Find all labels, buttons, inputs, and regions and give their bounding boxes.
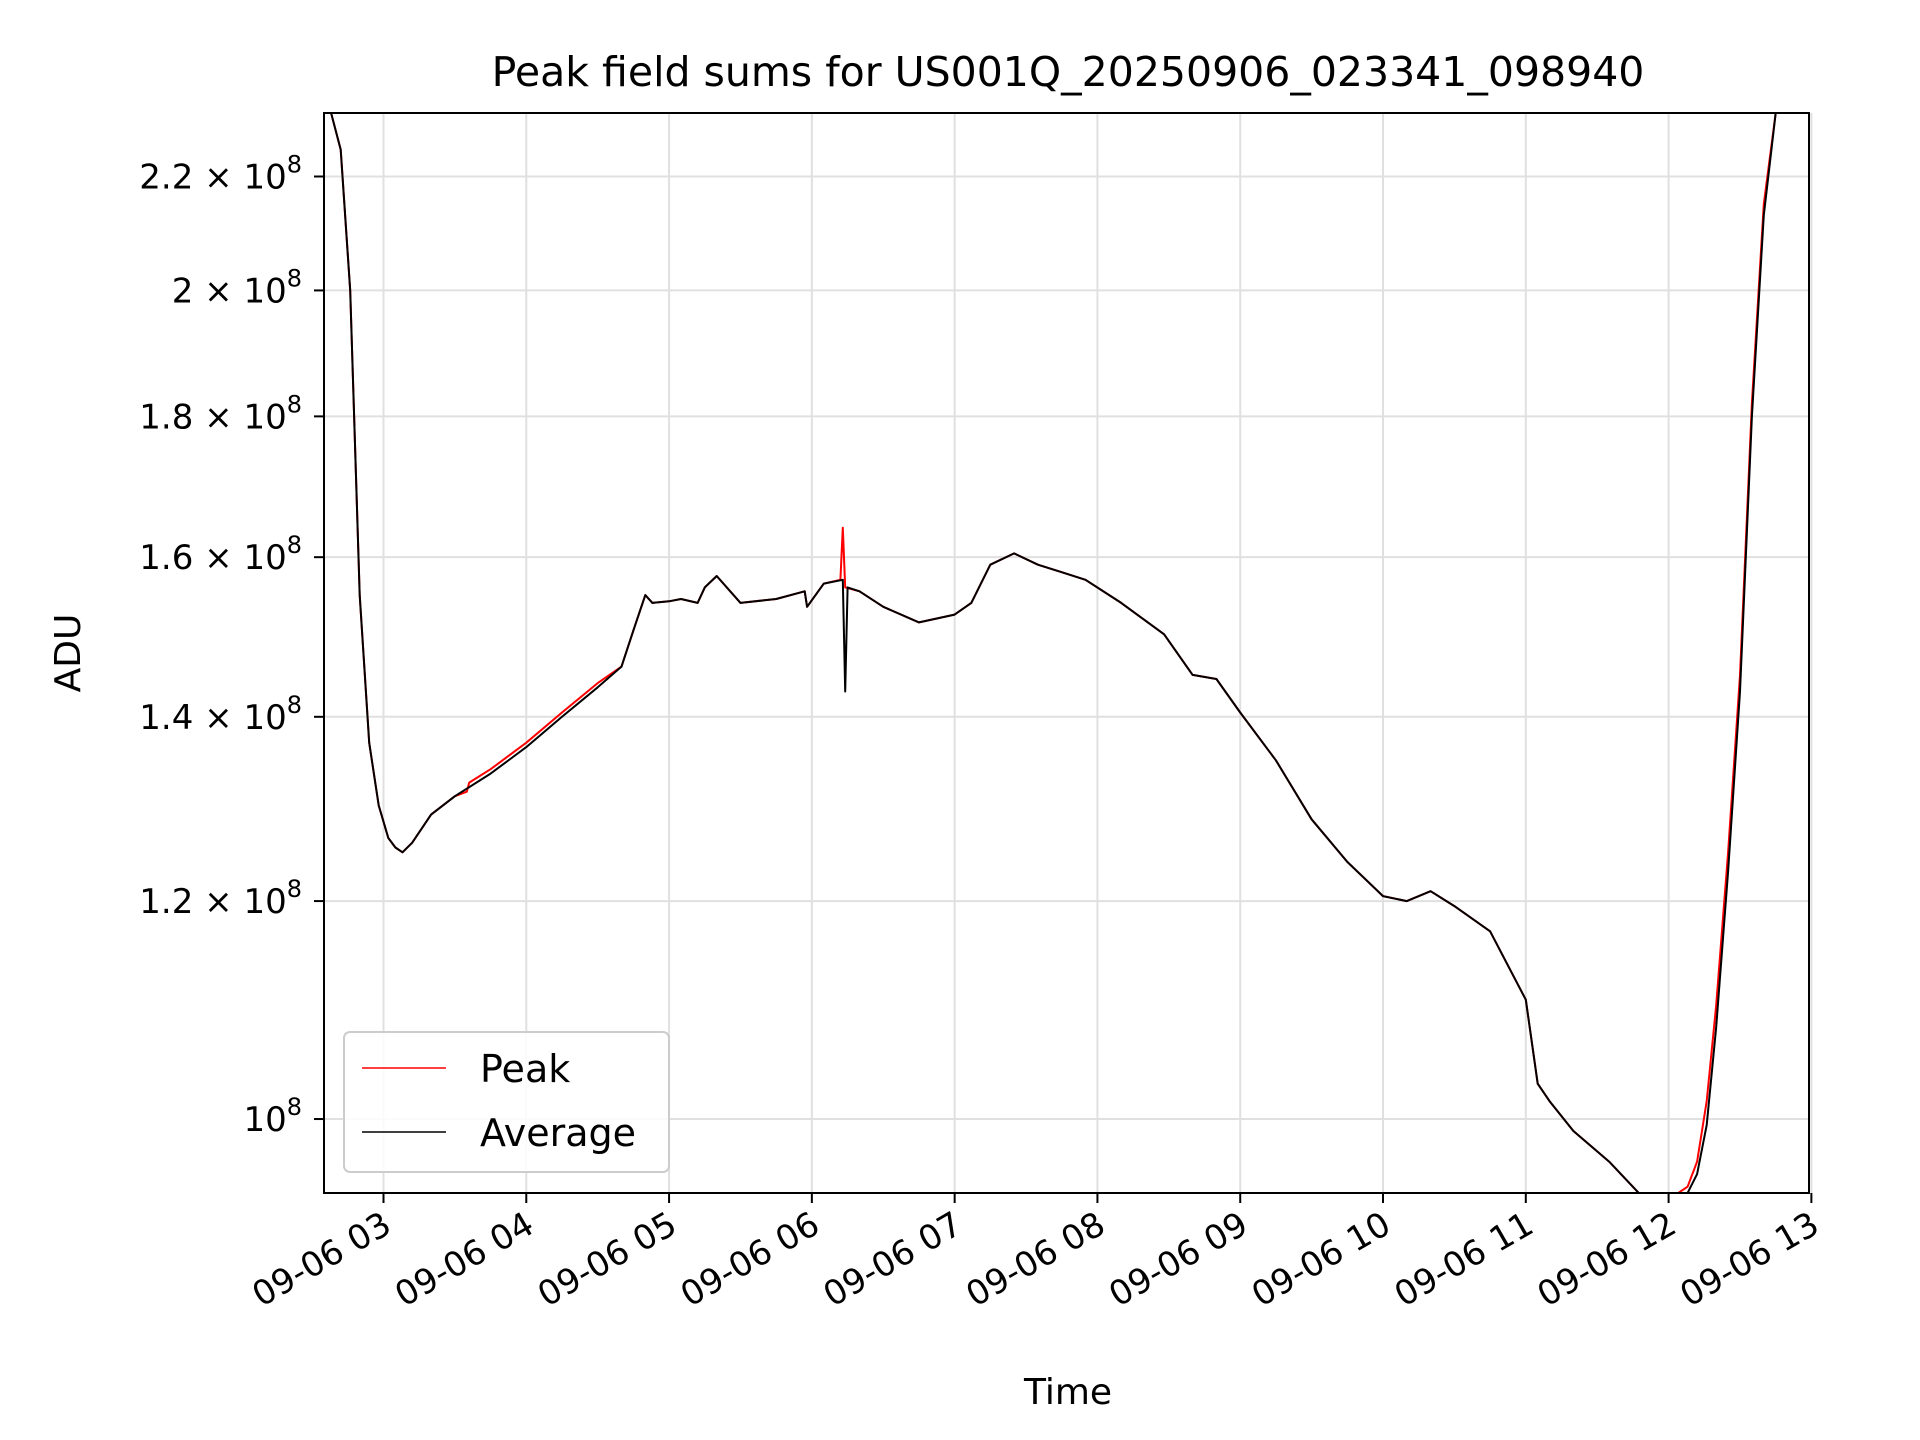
y-tick-label: 1.4 × 108 bbox=[139, 691, 302, 738]
y-tick-label: 1.8 × 108 bbox=[139, 390, 302, 437]
y-tick-label: 1.6 × 108 bbox=[139, 531, 302, 578]
y-axis-label: ADU bbox=[48, 614, 89, 693]
y-tick-label: 2 × 108 bbox=[172, 264, 302, 311]
legend-label-average: Average bbox=[480, 1111, 636, 1155]
y-axis-ticks: 108 1.2 × 108 1.4 × 108 1.6 × 108 1.8 × 108 2… bbox=[139, 150, 324, 1140]
legend-box bbox=[343, 1031, 670, 1173]
series-line-average bbox=[330, 113, 1802, 1193]
y-tick-label: 2.2 × 108 bbox=[139, 150, 302, 197]
x-axis-label: Time bbox=[1023, 1372, 1112, 1413]
legend: Peak Average bbox=[343, 1031, 670, 1173]
legend-label-peak: Peak bbox=[480, 1047, 570, 1091]
grid bbox=[324, 113, 1813, 1193]
chart-title: Peak field sums for US001Q_20250906_0233… bbox=[492, 48, 1645, 96]
y-tick-label: 1.2 × 108 bbox=[139, 875, 302, 922]
plot-area-frame bbox=[323, 112, 1810, 1194]
series-layer bbox=[330, 113, 1802, 1193]
y-tick-label: 108 bbox=[243, 1093, 302, 1140]
